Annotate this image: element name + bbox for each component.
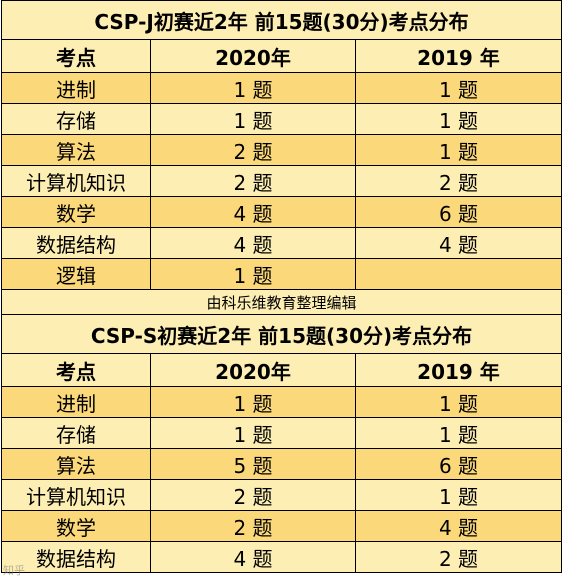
topic-cell: 算法 [1,134,151,166]
count-2019-cell: 6 题 [355,448,562,480]
junior-title: CSP-J初赛近2年 前15题(30分)考点分布 [1,0,562,40]
table-row: 算法 5 题 6 题 [1,448,562,480]
table-row: 存储 1 题 1 题 [1,417,562,449]
count-2020-cell: 2 题 [150,134,356,166]
topic-cell: 进制 [1,72,151,104]
header-2019: 2019 年 [355,39,562,73]
count-2020-cell: 2 题 [150,510,356,542]
header-2020: 2020年 [150,353,356,387]
count-2020-cell: 4 题 [150,227,356,259]
table-row: 进制 1 题 1 题 [1,72,562,104]
table-row: 数学 4 题 6 题 [1,196,562,228]
topic-cell: 逻辑 [1,258,151,290]
count-2019-cell: 1 题 [355,417,562,449]
senior-title: CSP-S初赛近2年 前15题(30分)考点分布 [1,314,562,354]
table-row: 计算机知识 2 题 2 题 [1,165,562,197]
topic-cell: 数学 [1,510,151,542]
count-2019-cell: 1 题 [355,134,562,166]
header-topic: 考点 [1,353,151,387]
count-2020-cell: 2 题 [150,479,356,511]
count-2019-cell: 1 题 [355,386,562,418]
topic-cell: 算法 [1,448,151,480]
count-2019-cell: 6 题 [355,196,562,228]
count-2020-cell: 2 题 [150,165,356,197]
table-row: 数据结构 4 题 4 题 [1,227,562,259]
count-2020-cell: 1 题 [150,72,356,104]
table-row: 进制 1 题 1 题 [1,386,562,418]
senior-title-row: CSP-S初赛近2年 前15题(30分)考点分布 [1,314,562,354]
count-2019-cell: 1 题 [355,479,562,511]
credit-row: 由科乐维教育整理编辑 [1,289,562,315]
topic-cell: 进制 [1,386,151,418]
junior-title-row: CSP-J初赛近2年 前15题(30分)考点分布 [1,0,562,40]
count-2019-cell: 1 题 [355,72,562,104]
topic-cell: 计算机知识 [1,165,151,197]
count-2019-cell: 2 题 [355,541,562,573]
header-2019: 2019 年 [355,353,562,387]
count-2020-cell: 4 题 [150,541,356,573]
count-2020-cell: 5 题 [150,448,356,480]
topic-cell: 计算机知识 [1,479,151,511]
count-2019-cell: 1 题 [355,103,562,135]
table-row: 计算机知识 2 题 1 题 [1,479,562,511]
table-row: 算法 2 题 1 题 [1,134,562,166]
topic-cell: 数学 [1,196,151,228]
topic-cell: 存储 [1,417,151,449]
table-row: 逻辑 1 题 [1,258,562,290]
junior-header-row: 考点 2020年 2019 年 [1,39,562,73]
count-2020-cell: 1 题 [150,417,356,449]
table-row: 数据结构 4 题 2 题 [1,541,562,573]
topic-cell: 数据结构 [1,227,151,259]
topic-cell: 数据结构 [1,541,151,573]
table-row: 数学 2 题 4 题 [1,510,562,542]
count-2020-cell: 4 题 [150,196,356,228]
count-2019-cell: 4 题 [355,227,562,259]
topic-cell: 存储 [1,103,151,135]
count-2020-cell: 1 题 [150,386,356,418]
count-2019-cell: 4 题 [355,510,562,542]
watermark: 知乎 [3,564,25,577]
header-2020: 2020年 [150,39,356,73]
count-2019-cell: 2 题 [355,165,562,197]
table-row: 存储 1 题 1 题 [1,103,562,135]
credit-note: 由科乐维教育整理编辑 [1,289,562,315]
count-2019-cell [355,258,562,290]
count-2020-cell: 1 题 [150,258,356,290]
count-2020-cell: 1 题 [150,103,356,135]
header-topic: 考点 [1,39,151,73]
senior-header-row: 考点 2020年 2019 年 [1,353,562,387]
